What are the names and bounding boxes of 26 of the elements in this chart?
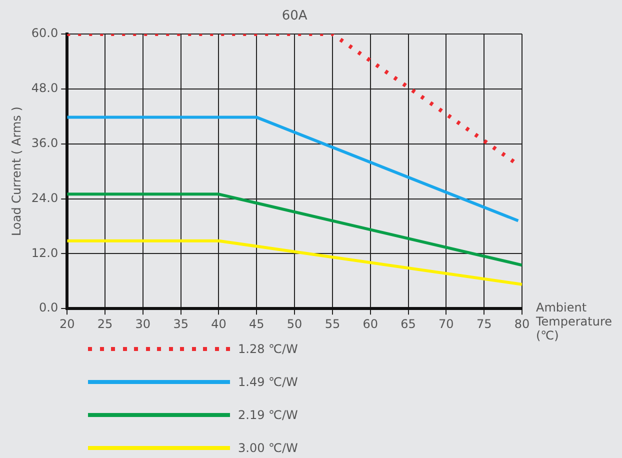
- x-tick-label: 70: [438, 316, 454, 331]
- y-tick-label: 0.0: [39, 300, 58, 315]
- x-tick-label: 80: [514, 316, 530, 331]
- x-tick-label: 60: [362, 316, 378, 331]
- x-tick-label: 55: [324, 316, 340, 331]
- x-tick-label: 50: [286, 316, 302, 331]
- legend-label: 1.49 ℃/W: [238, 374, 298, 388]
- chart-title: 60A: [282, 8, 308, 24]
- x-tick-label: 75: [476, 316, 492, 331]
- y-tick-label: 36.0: [31, 136, 58, 150]
- legend-label: 2.19 ℃/W: [238, 408, 298, 422]
- legend-label: 3.00 ℃/W: [238, 440, 298, 454]
- y-tick-label: 48.0: [31, 81, 58, 96]
- y-axis-title: Load Current ( Arms ): [9, 106, 24, 236]
- y-tick-label: 60.0: [31, 26, 58, 40]
- x-tick-label: 25: [97, 316, 113, 331]
- x-axis-title: Ambient Temperature (℃): [535, 300, 612, 343]
- x-tick-label: 20: [59, 316, 75, 331]
- legend-label: 1.28 ℃/W: [238, 342, 298, 356]
- x-tick-label: 40: [211, 316, 226, 331]
- x-tick-label: 65: [400, 316, 416, 331]
- y-tick-label: 24.0: [31, 190, 58, 205]
- x-tick-label: 35: [173, 316, 188, 331]
- y-tick-label: 12.0: [31, 246, 58, 260]
- x-tick-label: 45: [249, 316, 264, 331]
- x-tick-label: 30: [135, 316, 151, 331]
